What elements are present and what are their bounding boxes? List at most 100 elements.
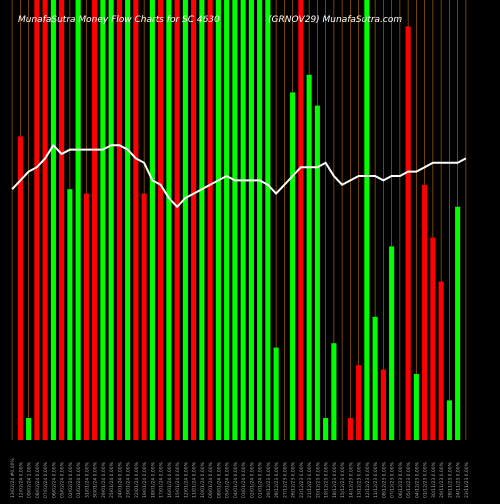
- x-tick-label: 05/02/24 0.00%: [60, 461, 66, 498]
- money-flow-bar: [323, 418, 329, 440]
- money-flow-bar: [215, 0, 221, 440]
- money-flow-bar: [34, 0, 40, 440]
- x-tick-label: 16/01/24 0.00%: [167, 461, 173, 498]
- money-flow-bar: [92, 0, 98, 440]
- money-flow-bar: [356, 365, 362, 440]
- x-tick-label: 30/11/23 0.00%: [431, 461, 437, 498]
- x-tick-label: 09/01/24 0.00%: [208, 461, 214, 498]
- money-flow-bar: [224, 0, 230, 440]
- x-tick-label: 11/01/24 0.00%: [192, 461, 198, 498]
- money-flow-bar: [207, 0, 213, 440]
- x-tick-label: 25/01/24 0.00%: [109, 461, 115, 498]
- x-tick-label: 29/11/23 0.00%: [439, 461, 445, 498]
- x-tick-label: 11/12/23 0.00%: [373, 461, 379, 498]
- x-tick-label: 15/01/24 0.00%: [175, 461, 181, 498]
- money-flow-bar: [446, 400, 452, 440]
- x-tick-label: 24/01/24 0.00%: [117, 461, 123, 498]
- money-flow-bar: [83, 193, 89, 440]
- money-flow-bar: [174, 0, 180, 440]
- money-flow-bar: [413, 374, 419, 440]
- money-flow-bar: [67, 189, 73, 440]
- money-flow-bar: [17, 136, 23, 440]
- money-flow-bar: [430, 237, 436, 440]
- x-tick-label: 12/02/24 0.00%: [18, 461, 24, 498]
- x-tick-label: 19/12/23 0.00%: [324, 461, 330, 498]
- x-tick-label: 26/12/23 0.00%: [291, 461, 297, 498]
- money-flow-bar: [265, 0, 271, 440]
- money-flow-bar: [133, 0, 139, 440]
- x-tick-label: 03/01/24 0.00%: [241, 461, 247, 498]
- x-tick-label: 08/12/23 0.00%: [381, 461, 387, 498]
- x-tick-label: 22/12/23 0.00%: [299, 461, 305, 498]
- x-tick-label: 30/01/24 0.00%: [93, 461, 99, 498]
- x-tick-label: 29/12/23 0.00%: [266, 461, 272, 498]
- x-tick-label: 02/01/24 0.00%: [249, 461, 255, 498]
- money-flow-bar: [257, 0, 263, 440]
- money-flow-bar: [455, 206, 461, 440]
- money-flow-bar: [306, 74, 312, 441]
- money-flow-bar: [422, 184, 428, 440]
- money-flow-bar: [42, 0, 48, 440]
- money-flow-bar: [372, 316, 378, 440]
- x-tick-label: 23/11/23 0.00%: [464, 461, 470, 498]
- money-flow-bar: [438, 281, 444, 440]
- x-tick-label: 06/02/24 0.00%: [51, 461, 57, 498]
- x-tick-label: 04/12/23 0.00%: [414, 461, 420, 498]
- x-tick-label: 01/01/24 0.00%: [258, 461, 264, 498]
- money-flow-bar: [380, 369, 386, 440]
- x-tick-label: 06/12/23 0.00%: [398, 461, 404, 498]
- x-tick-label: 07/12/23 0.00%: [390, 461, 396, 498]
- money-flow-bar: [26, 418, 32, 440]
- x-tick-label: 05/12/23 0.00%: [406, 461, 412, 498]
- money-flow-bar: [59, 0, 65, 440]
- bar-layer: [17, 0, 461, 441]
- x-tick-label: 08/02/24 0.00%: [35, 461, 41, 498]
- money-flow-bar: [347, 418, 353, 440]
- x-tick-label: 12/12/23 0.00%: [365, 461, 371, 498]
- money-flow-bar: [405, 26, 411, 441]
- x-tick-label: 24/11/23 0.00%: [456, 461, 462, 498]
- money-flow-bar: [149, 0, 155, 440]
- x-tick-label: 07/02/24 0.00%: [43, 461, 49, 498]
- money-flow-bar: [331, 343, 337, 440]
- x-tick-label: 20/12/23 0.00%: [315, 461, 321, 498]
- x-tick-label: 28/12/23 0.00%: [274, 461, 280, 498]
- money-flow-bar: [248, 0, 254, 440]
- money-flow-bar: [240, 0, 246, 440]
- x-tick-label: 28/11/23 0.00%: [447, 461, 453, 498]
- money-flow-bar: [125, 0, 131, 440]
- x-tick-label: 23/01/24 0.00%: [126, 461, 132, 498]
- x-tick-label: 18/12/23 0.00%: [332, 461, 338, 498]
- money-flow-bar: [182, 0, 188, 440]
- money-flow-bar: [298, 0, 304, 440]
- x-tick-label: 01/02/24 0.00%: [76, 461, 82, 498]
- x-tick-label: 17/01/24 0.00%: [159, 461, 165, 498]
- x-tick-label: 08/01/24 0.00%: [216, 461, 222, 498]
- money-flow-bar: [50, 0, 56, 440]
- money-flow-bar: [116, 0, 122, 440]
- x-tick-labels: 13/02/24 #0.00% 12/02/24 0.00% 09/02/24 1.…: [10, 458, 470, 498]
- x-tick-label: 12/01/24 0.00%: [183, 461, 189, 498]
- money-flow-bar: [158, 0, 164, 440]
- money-flow-bar: [273, 347, 279, 440]
- x-tick-label: 13/12/23 0.00%: [357, 461, 363, 498]
- money-flow-bar: [75, 0, 81, 440]
- x-tick-label: 19/01/24 0.00%: [142, 461, 148, 498]
- x-tick-label: 21/12/23 0.00%: [307, 461, 313, 498]
- money-flow-bar: [199, 0, 205, 440]
- x-tick-label: 13/02/24 #0.00%: [10, 458, 16, 498]
- money-flow-bar: [232, 0, 238, 440]
- price-line: [11, 143, 467, 209]
- x-tick-label: 29/01/24 0.00%: [101, 461, 107, 498]
- money-flow-bar: [290, 92, 296, 441]
- chart-title-left: MunafaSutra Money Flow Charts for SC 463…: [18, 15, 220, 25]
- x-tick-label: 10/01/24 0.00%: [200, 461, 206, 498]
- money-flow-bar: [364, 0, 370, 440]
- x-tick-label: 05/01/24 0.00%: [225, 461, 231, 498]
- x-tick-label: 02/02/24 0.00%: [68, 461, 74, 498]
- x-tick-label: 01/12/23 0.00%: [423, 461, 429, 498]
- x-tick-label: 14/12/23 0.00%: [348, 461, 354, 498]
- x-tick-label: 04/01/24 0.00%: [233, 461, 239, 498]
- x-tick-label: 27/12/23 0.00%: [282, 461, 288, 498]
